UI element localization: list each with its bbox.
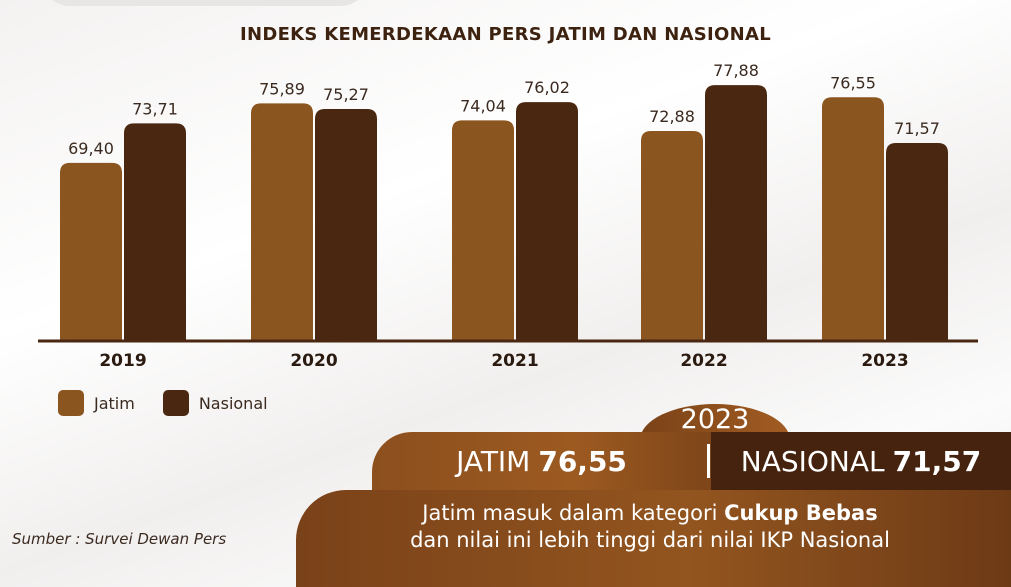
- data-label-jatim-2019: 69,40: [68, 139, 114, 158]
- data-label-nasional-2023: 71,57: [894, 119, 940, 138]
- jatim-summary-box: JATIM 76,55: [372, 432, 711, 490]
- data-label-jatim-2022: 72,88: [649, 107, 695, 126]
- x-tick-label-2022: 2022: [680, 351, 727, 371]
- jatim-summary-label: JATIM: [456, 444, 531, 478]
- data-label-jatim-2023: 76,55: [830, 73, 876, 92]
- legend-swatch-jatim: [58, 390, 84, 416]
- x-tick-label-2021: 2021: [491, 351, 538, 371]
- bar-nasional-2023: [886, 143, 948, 341]
- data-label-jatim-2020: 75,89: [259, 79, 305, 98]
- bar-jatim-2020: [251, 103, 313, 341]
- legend-item-nasional: Nasional: [162, 390, 268, 416]
- x-tick-label-2023: 2023: [861, 351, 908, 371]
- chart-legend: Jatim Nasional: [58, 390, 296, 416]
- data-label-nasional-2020: 75,27: [323, 85, 369, 104]
- bar-jatim-2021: [452, 120, 514, 342]
- nasional-summary-box: NASIONAL 71,57: [711, 432, 1011, 490]
- bar-jatim-2019: [60, 162, 122, 341]
- bar-nasional-2019: [124, 123, 186, 341]
- nasional-summary-label: NASIONAL: [740, 444, 885, 478]
- data-label-nasional-2019: 73,71: [132, 99, 178, 118]
- bar-jatim-2023: [822, 97, 884, 341]
- nasional-summary-value: 71,57: [892, 444, 982, 478]
- source-note: Sumber : Survei Dewan Pers: [12, 530, 227, 548]
- description-category: Cukup Bebas: [724, 501, 878, 525]
- top-decoration: [40, 0, 370, 6]
- jatim-summary-value: 76,55: [538, 444, 627, 478]
- bar-nasional-2022: [705, 85, 767, 341]
- x-tick-label-2020: 2020: [290, 351, 337, 371]
- description-line1-pre: Jatim masuk dalam kategori: [422, 501, 725, 525]
- x-tick-label-2019: 2019: [99, 351, 146, 371]
- description-text: Jatim masuk dalam kategori Cukup Bebas d…: [320, 500, 980, 554]
- bar-nasional-2020: [315, 109, 377, 342]
- legend-label-jatim: Jatim: [94, 393, 135, 413]
- chart-title: INDEKS KEMERDEKAAN PERS JATIM DAN NASION…: [239, 24, 772, 45]
- data-label-nasional-2022: 77,88: [713, 61, 759, 80]
- summary-separator: [707, 444, 710, 478]
- summary-year: 2023: [680, 404, 750, 435]
- legend-swatch-nasional: [162, 390, 189, 416]
- legend-item-jatim: Jatim: [58, 390, 135, 416]
- description-box: [296, 490, 1011, 587]
- bar-nasional-2021: [516, 102, 578, 341]
- bar-jatim-2022: [641, 130, 703, 341]
- legend-label-nasional: Nasional: [198, 393, 268, 413]
- bar-chart: 69,40 73,71 2019 75,89 75,27 2020 74,04 76,02 20…: [38, 61, 978, 371]
- description-line2: dan nilai ini lebih tinggi dari nilai IK…: [410, 528, 890, 552]
- data-label-jatim-2021: 74,04: [460, 96, 506, 115]
- data-label-nasional-2021: 76,02: [524, 78, 570, 97]
